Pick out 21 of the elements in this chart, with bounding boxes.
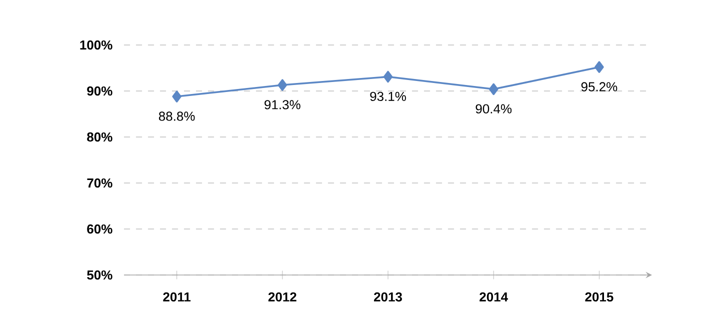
data-label: 90.4%: [476, 104, 512, 114]
point: [383, 70, 393, 83]
x-tick-label: 2013: [374, 292, 402, 302]
x-tick-label: 2015: [585, 292, 614, 302]
x-tick-label: 2012: [268, 292, 296, 302]
y-tick-label: 60%: [87, 224, 112, 234]
data-label: 91.3%: [264, 100, 300, 110]
y-tick-label: 90%: [87, 86, 112, 96]
point: [172, 90, 182, 102]
point: [488, 83, 498, 96]
point: [594, 61, 604, 73]
data-label: 88.8%: [158, 112, 195, 121]
y-tick-label: 80%: [87, 132, 112, 142]
data-label: 93.1%: [370, 92, 406, 102]
data-label: 95.2%: [581, 82, 618, 92]
point: [278, 79, 288, 91]
y-tick-label: 100%: [80, 40, 112, 50]
y-tick-label: 50%: [87, 270, 112, 280]
x-tick-label: 2014: [480, 292, 508, 302]
y-tick-label: 70%: [87, 178, 112, 188]
x-tick-label: 2011: [163, 292, 191, 302]
